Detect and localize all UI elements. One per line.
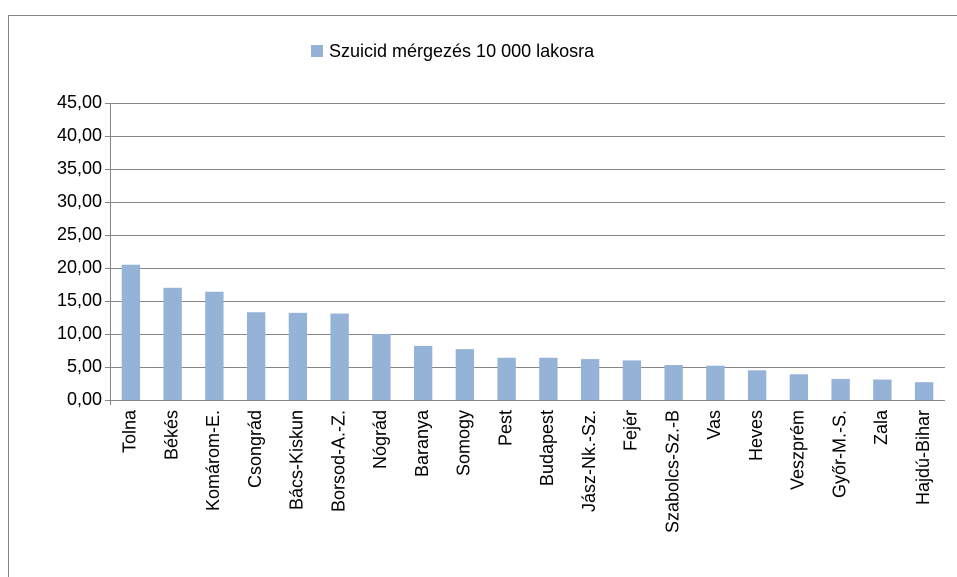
x-tick-label: Hajdú-Bihar bbox=[913, 410, 933, 505]
x-tick-label: Baranya bbox=[412, 409, 432, 477]
bar bbox=[246, 312, 266, 400]
bar bbox=[873, 379, 892, 400]
x-tick-label: Veszprém bbox=[788, 410, 808, 490]
y-tick-label: 15,00 bbox=[57, 290, 102, 310]
bar bbox=[914, 382, 934, 400]
bar bbox=[622, 360, 642, 400]
x-tick-label: Zala bbox=[871, 409, 891, 445]
bar bbox=[831, 378, 850, 400]
bar bbox=[455, 349, 475, 400]
bar bbox=[539, 357, 558, 400]
x-tick-label: Budapest bbox=[537, 410, 557, 486]
y-tick-label: 40,00 bbox=[57, 125, 102, 145]
legend-key bbox=[311, 45, 323, 57]
x-tick-label: Fejér bbox=[621, 410, 641, 451]
x-tick-label: Csongrád bbox=[245, 410, 265, 488]
chart-frame bbox=[8, 15, 957, 577]
bar bbox=[330, 313, 349, 400]
bar bbox=[497, 357, 516, 400]
x-tick-label: Borsod-A.-Z. bbox=[328, 410, 348, 512]
bar bbox=[413, 345, 433, 400]
x-tick-label: Békés bbox=[161, 410, 181, 460]
x-tick-label: Komárom-E. bbox=[203, 410, 223, 511]
y-tick-label: 20,00 bbox=[57, 257, 102, 277]
x-tick-label: Győr-M.-S. bbox=[829, 410, 849, 498]
bar bbox=[288, 312, 308, 400]
x-tick-label: Nógrád bbox=[370, 410, 390, 469]
y-tick-label: 25,00 bbox=[57, 224, 102, 244]
bar bbox=[664, 365, 683, 400]
bar bbox=[580, 359, 600, 400]
y-tick-label: 0,00 bbox=[67, 389, 102, 409]
y-tick-label: 30,00 bbox=[57, 191, 102, 211]
bar bbox=[205, 291, 224, 400]
y-tick-label: 35,00 bbox=[57, 158, 102, 178]
bar bbox=[789, 374, 809, 400]
x-tick-label: Szabolcs-Sz.-B bbox=[662, 410, 682, 533]
y-tick-label: 5,00 bbox=[67, 356, 102, 376]
x-tick-label: Tolna bbox=[120, 409, 140, 453]
x-tick-label: Jász-Nk.-Sz. bbox=[579, 410, 599, 512]
x-tick-label: Pest bbox=[495, 410, 515, 446]
y-tick-label: 10,00 bbox=[57, 323, 102, 343]
bar bbox=[163, 287, 182, 400]
bar bbox=[121, 264, 141, 400]
legend-label: Szuicid mérgezés 10 000 lakosra bbox=[329, 41, 595, 61]
x-tick-label: Vas bbox=[704, 410, 724, 440]
bar bbox=[372, 334, 391, 400]
y-tick-label: 45,00 bbox=[57, 92, 102, 112]
x-tick-label: Heves bbox=[746, 410, 766, 461]
bar bbox=[706, 365, 725, 400]
x-tick-label: Bács-Kiskun bbox=[287, 410, 307, 510]
x-tick-label: Somogy bbox=[454, 410, 474, 476]
bar bbox=[747, 370, 767, 400]
